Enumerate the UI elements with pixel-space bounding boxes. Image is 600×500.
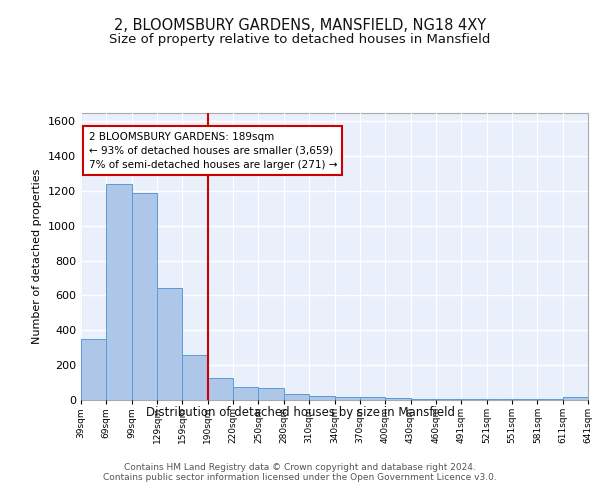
Bar	[335, 398, 360, 400]
Bar	[309, 396, 335, 400]
Bar	[538, 399, 563, 400]
Bar	[385, 398, 410, 400]
Bar	[360, 398, 385, 400]
Bar	[81, 339, 106, 400]
Bar	[233, 387, 259, 400]
Bar	[436, 399, 461, 400]
Bar	[132, 192, 157, 400]
Bar	[182, 354, 208, 400]
Text: 2, BLOOMSBURY GARDENS, MANSFIELD, NG18 4XY: 2, BLOOMSBURY GARDENS, MANSFIELD, NG18 4…	[114, 18, 486, 32]
Bar	[284, 394, 309, 400]
Bar	[563, 398, 588, 400]
Bar	[157, 288, 182, 400]
Bar	[487, 399, 512, 400]
Y-axis label: Number of detached properties: Number of detached properties	[32, 168, 43, 344]
Text: 2 BLOOMSBURY GARDENS: 189sqm
← 93% of detached houses are smaller (3,659)
7% of : 2 BLOOMSBURY GARDENS: 189sqm ← 93% of de…	[89, 132, 337, 170]
Bar	[259, 388, 284, 400]
Bar	[512, 399, 538, 400]
Bar	[106, 184, 132, 400]
Bar	[410, 399, 436, 400]
Text: Size of property relative to detached houses in Mansfield: Size of property relative to detached ho…	[109, 32, 491, 46]
Text: Distribution of detached houses by size in Mansfield: Distribution of detached houses by size …	[146, 406, 455, 419]
Text: Contains HM Land Registry data © Crown copyright and database right 2024.
Contai: Contains HM Land Registry data © Crown c…	[103, 463, 497, 482]
Bar	[208, 378, 233, 400]
Bar	[461, 399, 487, 400]
